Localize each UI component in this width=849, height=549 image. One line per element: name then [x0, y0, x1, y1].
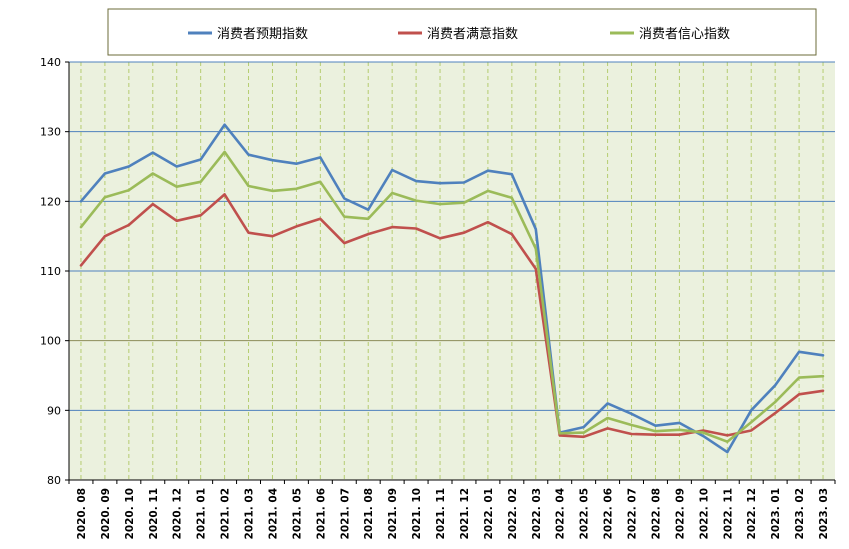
- x-tick-label: 2021. 06: [315, 488, 327, 539]
- x-tick-label: 2022. 11: [722, 488, 734, 539]
- x-tick-label: 2021. 03: [244, 488, 256, 539]
- x-tick-label: 2023. 02: [794, 488, 806, 539]
- y-tick-label: 110: [40, 265, 61, 278]
- x-tick-label: 2020. 08: [76, 488, 88, 539]
- x-tick-label: 2021. 05: [291, 488, 303, 539]
- x-tick-label: 2022. 06: [603, 488, 615, 539]
- series-line-3: [79, 150, 825, 444]
- series-lines: [79, 123, 825, 454]
- series-line-1: [79, 123, 825, 454]
- x-tick-label: 2020. 11: [148, 488, 160, 539]
- x-tick-label: 2023. 03: [818, 488, 830, 539]
- y-tick-label: 120: [40, 195, 61, 208]
- x-tick-label: 2022. 09: [674, 488, 686, 539]
- x-tick-label: 2022. 03: [531, 488, 543, 539]
- legend-box: [107, 8, 817, 56]
- x-tick-label: 2021. 04: [267, 488, 279, 539]
- x-tick-label: 2020. 10: [124, 488, 136, 539]
- legend: 消费者预期指数 消费者满意指数 消费者信心指数: [107, 8, 817, 56]
- x-tick-label: 2021. 07: [339, 488, 351, 539]
- x-tick-label: 2021. 08: [363, 488, 375, 539]
- x-tick-label: 2022. 07: [627, 488, 639, 539]
- x-tick-label: 2021. 02: [220, 488, 232, 539]
- grid: [69, 62, 835, 480]
- x-tick-label: 2022. 05: [579, 488, 591, 539]
- x-tick-label: 2021. 11: [435, 488, 447, 539]
- y-tick-label: 130: [40, 126, 61, 139]
- x-tick-label: 2020. 09: [100, 488, 112, 539]
- y-tick-label: 100: [40, 335, 61, 348]
- x-tick-label: 2021. 09: [387, 488, 399, 539]
- legend-label-1: 消费者预期指数: [217, 27, 308, 42]
- x-axis: 2020. 08 2020. 09 2020. 10 2020. 11 2020. 12…: [68, 479, 836, 539]
- x-tick-label: 2021. 01: [196, 488, 208, 539]
- legend-label-3: 消费者信心指数: [639, 27, 730, 42]
- x-tick-label: 2022. 04: [555, 488, 567, 539]
- x-tick-label: 2022. 08: [650, 488, 662, 539]
- legend-label-2: 消费者满意指数: [427, 26, 518, 42]
- y-tick-label: 90: [47, 404, 61, 417]
- x-tick-label: 2022. 12: [746, 488, 758, 539]
- x-tick-label: 2023. 01: [770, 488, 782, 539]
- x-tick-label: 2022. 02: [507, 488, 519, 539]
- y-tick-label: 80: [47, 474, 61, 487]
- x-tick-label: 2020. 12: [172, 488, 184, 539]
- y-axis: 80 90 100 110 120 130 140: [40, 56, 835, 487]
- x-tick-label: 2022. 01: [483, 488, 495, 539]
- x-tick-label: 2021. 12: [459, 488, 471, 539]
- x-tick-label: 2021. 10: [411, 488, 423, 539]
- x-tick-label: 2022. 10: [698, 488, 710, 539]
- y-tick-label: 140: [40, 56, 61, 69]
